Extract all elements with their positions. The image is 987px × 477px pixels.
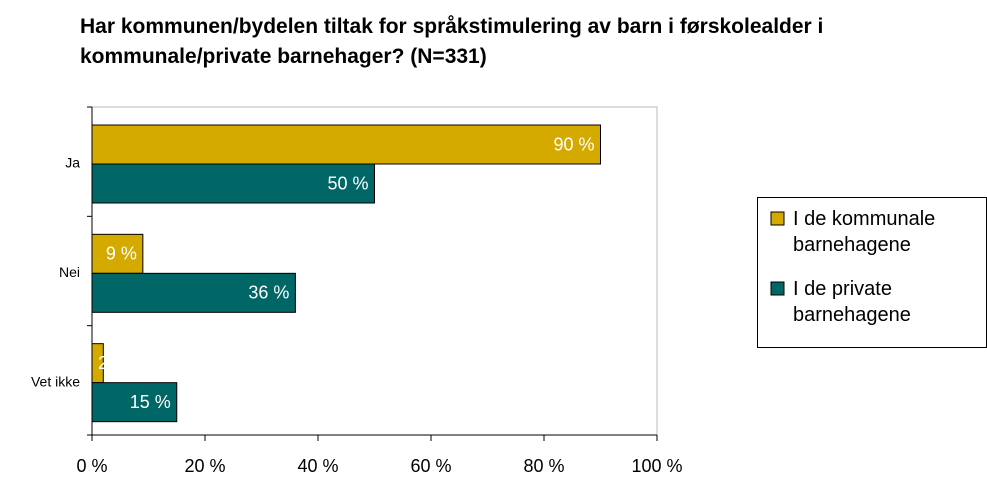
bar	[91, 233, 144, 274]
value-label: 36 %	[248, 283, 289, 303]
x-tick-label: 100 %	[631, 456, 682, 476]
x-tick-label: 20 %	[184, 456, 225, 476]
legend-swatch	[770, 281, 785, 296]
chart-title: Har kommunen/bydelen tiltak for språksti…	[80, 15, 824, 68]
x-tick-label: 60 %	[410, 456, 451, 476]
value-label: 15 %	[130, 392, 171, 412]
x-tick-label: 40 %	[297, 456, 338, 476]
bar	[91, 382, 178, 423]
y-tick-label: Nei	[59, 264, 80, 280]
legend-label: I de kommunale barnehagene	[793, 208, 936, 256]
bar	[91, 124, 601, 165]
bar	[91, 272, 296, 313]
legend-label: I de private barnehagene	[793, 278, 911, 326]
value-label: 50 %	[327, 173, 368, 193]
y-tick-label: Ja	[65, 155, 80, 171]
legend-box	[757, 197, 987, 348]
y-tick-label: Vet ikke	[31, 373, 80, 389]
value-label: 9 %	[106, 244, 137, 264]
x-tick-label: 0 %	[76, 456, 107, 476]
bar	[91, 163, 375, 204]
value-label: 2	[98, 353, 108, 373]
legend-swatch	[770, 211, 785, 226]
x-tick-label: 80 %	[523, 456, 564, 476]
value-label: 90 %	[553, 134, 594, 154]
